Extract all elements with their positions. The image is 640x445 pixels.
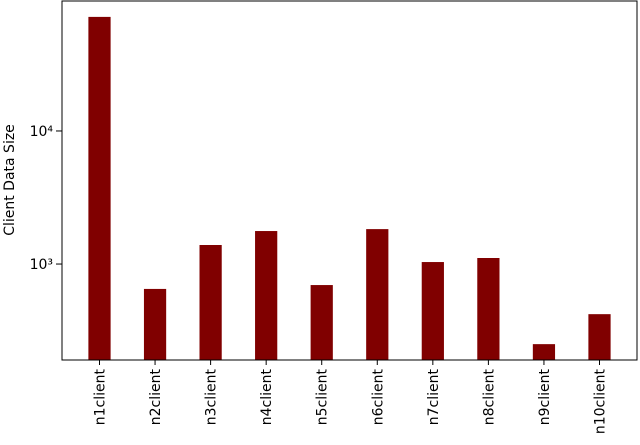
bar: [255, 231, 278, 360]
bar: [366, 229, 389, 360]
x-tick-label: n4client: [259, 368, 275, 425]
x-tick-label: n5client: [315, 368, 331, 425]
bar: [532, 344, 556, 360]
plot-frame: [61, 0, 638, 361]
x-tick-label: n6client: [370, 368, 386, 425]
x-tick-label: n3client: [204, 368, 220, 425]
x-tick-label: n8client: [481, 368, 497, 425]
bar: [88, 16, 111, 361]
bar: [310, 285, 333, 360]
x-tick-label: n9client: [537, 368, 553, 425]
x-tick-label: n1client: [93, 368, 109, 425]
bar: [143, 288, 167, 360]
x-tick-label: n7client: [426, 368, 442, 425]
bar: [588, 314, 611, 360]
x-tick-label: n2client: [148, 368, 164, 425]
y-axis-label: Client Data Size: [2, 124, 18, 236]
bar: [199, 245, 222, 360]
x-tick-label: n10client: [593, 368, 609, 434]
y-tick-label: 10³: [30, 257, 53, 273]
y-tick-label: 10⁴: [30, 124, 54, 140]
bar: [421, 262, 444, 360]
bar: [477, 258, 500, 360]
